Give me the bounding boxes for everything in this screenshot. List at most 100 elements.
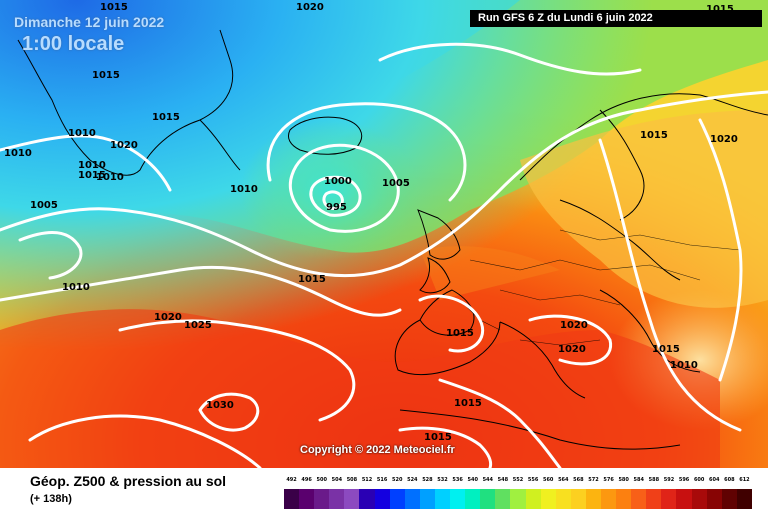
isobar-label: 1015 <box>298 274 326 285</box>
isobar-label: 1010 <box>4 148 32 159</box>
forecast-lead-time: (+ 138h) <box>30 493 72 505</box>
isobar-label: 1020 <box>710 134 738 145</box>
scale-swatch <box>434 489 451 509</box>
scale-swatch <box>525 489 541 509</box>
scale-swatch <box>344 489 360 509</box>
isobar-label: 1010 <box>96 172 124 183</box>
scale-swatch <box>299 489 315 509</box>
isobar-label: 1015 <box>640 130 668 141</box>
scale-swatch <box>570 489 586 509</box>
scale-swatch <box>329 489 345 509</box>
isobar-label: 995 <box>326 202 347 213</box>
scale-swatch <box>314 489 330 509</box>
isobar-label: 1005 <box>382 178 410 189</box>
scale-swatch <box>465 489 481 509</box>
scale-swatch <box>616 489 632 509</box>
scale-label: 520 <box>392 477 403 483</box>
scale-swatch <box>721 489 737 509</box>
scale-swatch <box>661 489 677 509</box>
isobar-label: 1010 <box>68 128 96 139</box>
scale-label: 548 <box>497 477 509 483</box>
isobar-label: 1015 <box>454 398 482 409</box>
map-svg <box>0 0 768 468</box>
scale-label: 572 <box>588 477 599 483</box>
scale-label: 504 <box>331 477 343 483</box>
scale-label: 612 <box>739 477 750 483</box>
scale-label: 580 <box>618 477 629 483</box>
scale-label: 608 <box>724 477 735 483</box>
isobar-label: 1015 <box>100 2 128 13</box>
isobar-label: 1020 <box>558 344 586 355</box>
isobar-label: 1005 <box>30 200 58 211</box>
isobar-label: 1010 <box>670 360 698 371</box>
scale-label: 516 <box>376 477 388 483</box>
scale-swatch <box>359 489 375 509</box>
scale-swatch <box>374 489 390 509</box>
z500-color-scale <box>284 489 752 509</box>
scale-labels: 492 496 500 504 508 512 516 520 524 528 532 536 540 5… <box>284 477 752 487</box>
scale-swatch <box>585 489 601 509</box>
scale-label: 564 <box>558 477 569 483</box>
isobar-label: 1015 <box>92 70 120 81</box>
isobar-label: 1015 <box>152 112 180 123</box>
low-core <box>240 120 420 260</box>
isobar-label: 1010 <box>230 184 258 195</box>
scale-swatch <box>555 489 571 509</box>
scale-label: 536 <box>452 477 463 483</box>
copyright-text: Copyright © 2022 Meteociel.fr <box>300 444 455 456</box>
isobar-label: 1015 <box>78 170 106 181</box>
scale-swatch <box>736 489 752 509</box>
scale-label: 528 <box>422 477 433 483</box>
scale-label: 584 <box>633 477 644 483</box>
scale-swatch <box>706 489 722 509</box>
scale-label: 568 <box>573 477 584 483</box>
scale-swatch <box>540 489 556 509</box>
scale-label: 592 <box>663 477 675 483</box>
scale-swatch <box>419 489 435 509</box>
isobar-label: 1020 <box>560 320 588 331</box>
yellow-east <box>520 110 768 308</box>
scale-label: 552 <box>512 477 524 483</box>
isobar-label: 1025 <box>184 320 212 331</box>
scale-swatch <box>646 489 662 509</box>
scale-label: 560 <box>542 477 554 483</box>
isobar-label: 1010 <box>62 282 90 293</box>
scale-swatch <box>510 489 526 509</box>
isobar-label: 1020 <box>296 2 324 13</box>
scale-swatch <box>450 489 466 509</box>
isobar-label: 1015 <box>706 4 734 15</box>
isobars <box>0 42 768 468</box>
orange-europe <box>420 246 560 300</box>
scale-label: 544 <box>482 477 494 483</box>
scale-label: 540 <box>467 477 478 483</box>
isobar-label: 1015 <box>424 432 452 443</box>
scale-label: 588 <box>648 477 660 483</box>
scale-swatch <box>404 489 420 509</box>
scale-label: 604 <box>709 477 720 483</box>
forecast-time: 1:00 locale <box>22 33 125 55</box>
scale-label: 496 <box>301 477 312 483</box>
scale-label: 556 <box>527 477 539 483</box>
scale-swatch <box>676 489 692 509</box>
isobar-label: 1010 <box>78 160 106 171</box>
scale-swatch <box>631 489 647 509</box>
scale-label: 532 <box>437 477 448 483</box>
weather-map: 1015 1015 1020 1010 1015 1010 1020 1010 … <box>0 0 768 468</box>
isobar-label: 1015 <box>446 328 474 339</box>
scale-label: 524 <box>407 477 418 483</box>
scale-swatch <box>495 489 511 509</box>
scale-swatch <box>389 489 405 509</box>
scale-label: 500 <box>316 477 327 483</box>
isobar-label: 1000 <box>324 176 352 187</box>
scale-label: 492 <box>286 477 297 483</box>
scale-swatch <box>480 489 496 509</box>
forecast-date: Dimanche 12 juin 2022 <box>14 14 165 30</box>
scale-label: 508 <box>346 477 358 483</box>
isobar-label: 1030 <box>206 400 234 411</box>
isobar-label: 1020 <box>154 312 182 323</box>
scale-label: 576 <box>603 477 614 483</box>
model-run-banner: Run GFS 6 Z du Lundi 6 juin 2022 <box>470 10 762 27</box>
scale-label: 600 <box>693 477 705 483</box>
map-title: Géop. Z500 & pression au sol <box>30 473 227 489</box>
isobar-label: 1015 <box>652 344 680 355</box>
